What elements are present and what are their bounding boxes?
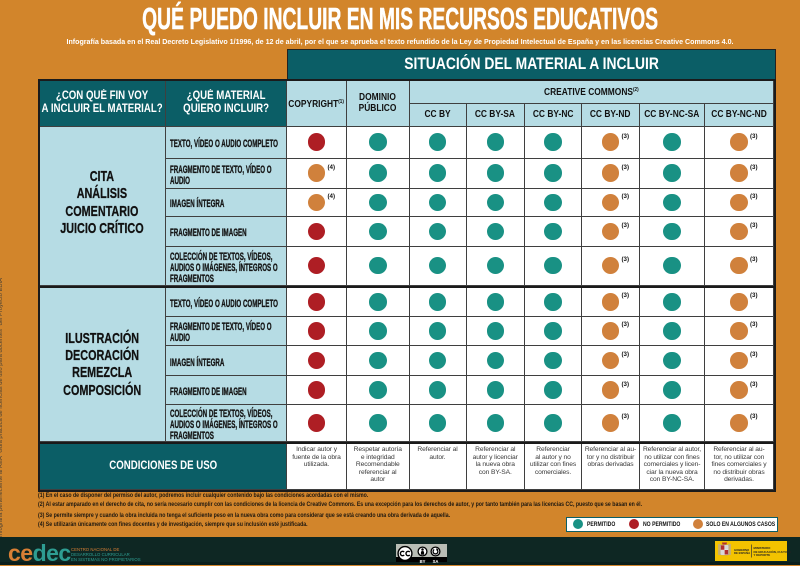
svg-text:SA: SA bbox=[433, 559, 439, 564]
svg-text:BY: BY bbox=[420, 559, 426, 564]
